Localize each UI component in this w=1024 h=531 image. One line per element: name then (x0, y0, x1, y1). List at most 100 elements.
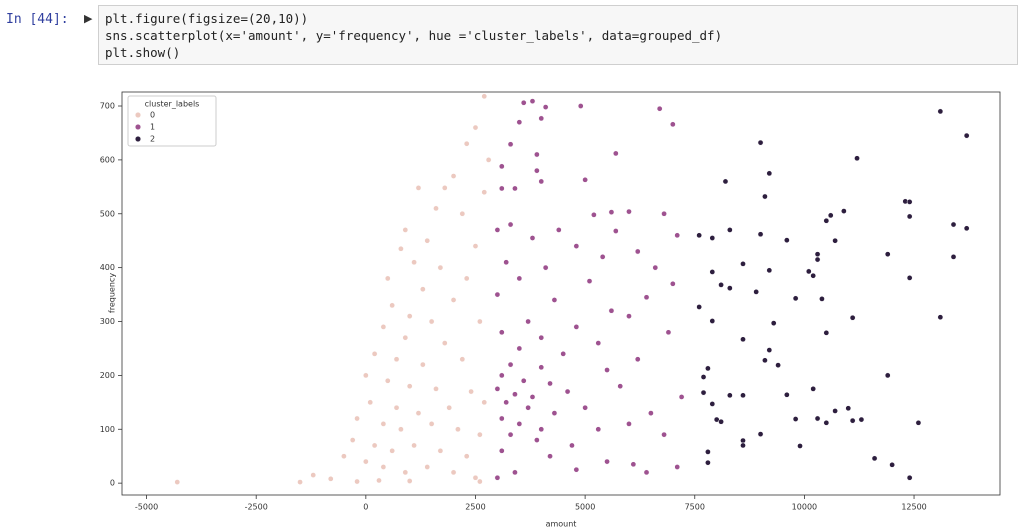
point (700, 389, 707, 396)
point (384, 377, 391, 384)
point (538, 334, 545, 341)
point (569, 442, 575, 449)
point (472, 243, 479, 249)
point (455, 426, 461, 433)
point (406, 313, 413, 319)
point (433, 205, 439, 212)
point (367, 399, 374, 406)
point (498, 163, 505, 170)
code-cell[interactable]: plt.figure(figsize=(20,10)) sns.scatterp… (98, 5, 1018, 65)
point (950, 221, 957, 228)
point (428, 421, 435, 427)
y-tick-label: 600 (100, 155, 115, 164)
point (362, 458, 369, 465)
point (538, 426, 545, 433)
point (481, 399, 488, 406)
point (534, 437, 540, 443)
point (718, 282, 724, 288)
point (393, 404, 400, 411)
point (411, 442, 417, 449)
point (648, 410, 654, 416)
point (643, 469, 650, 476)
point (516, 119, 523, 126)
code-line: plt.figure(figsize=(20,10)) (105, 11, 309, 26)
point (534, 151, 540, 158)
point (775, 362, 781, 369)
point (542, 264, 549, 271)
point (814, 415, 821, 422)
point (634, 248, 641, 255)
point (362, 372, 369, 379)
x-axis-label: amount (546, 520, 577, 529)
point (573, 466, 580, 473)
point (823, 217, 830, 224)
point (841, 208, 847, 214)
point (784, 391, 790, 398)
point (389, 447, 396, 454)
point (398, 245, 404, 252)
point (551, 410, 558, 416)
point (674, 464, 681, 470)
point (507, 431, 514, 438)
point (529, 394, 536, 400)
point (503, 259, 510, 266)
point (757, 431, 764, 437)
x-tick-label: 5000 (575, 503, 595, 512)
point (507, 141, 514, 148)
point (832, 408, 838, 414)
point (626, 421, 632, 427)
point (547, 380, 553, 387)
point (937, 314, 944, 321)
point (849, 314, 856, 321)
point (538, 178, 545, 185)
point (740, 336, 746, 343)
point (617, 383, 624, 390)
point (406, 383, 413, 390)
point (463, 140, 470, 147)
point (354, 478, 360, 485)
point (612, 228, 619, 234)
legend-marker (134, 123, 142, 131)
point (823, 329, 830, 336)
point (823, 419, 830, 426)
point (420, 361, 426, 368)
point (297, 479, 303, 485)
point (380, 421, 387, 427)
point (415, 185, 422, 191)
point (507, 221, 514, 228)
point (534, 167, 540, 174)
point (498, 185, 505, 192)
point (551, 297, 558, 303)
point (696, 232, 702, 239)
point (740, 392, 746, 399)
point (582, 176, 588, 183)
point (740, 261, 746, 267)
point (542, 104, 549, 110)
point (871, 455, 878, 462)
point (349, 437, 356, 443)
code-line: plt.show() (105, 45, 181, 60)
point (507, 361, 514, 368)
point (726, 392, 733, 399)
run-icon[interactable]: ▶ (84, 12, 93, 25)
point (669, 121, 676, 128)
point (516, 275, 523, 282)
point (538, 364, 545, 371)
point (481, 189, 488, 196)
point (784, 237, 790, 244)
point (463, 453, 470, 460)
point (538, 115, 545, 122)
point (424, 237, 431, 244)
point (906, 199, 913, 205)
point (626, 313, 632, 319)
point (753, 289, 760, 295)
x-tick-label: 2500 (465, 503, 485, 512)
point (665, 329, 672, 336)
point (678, 394, 685, 400)
point (450, 469, 457, 476)
point (472, 124, 479, 131)
point (626, 208, 632, 215)
point (380, 324, 387, 330)
point (827, 212, 834, 219)
point (591, 211, 597, 218)
